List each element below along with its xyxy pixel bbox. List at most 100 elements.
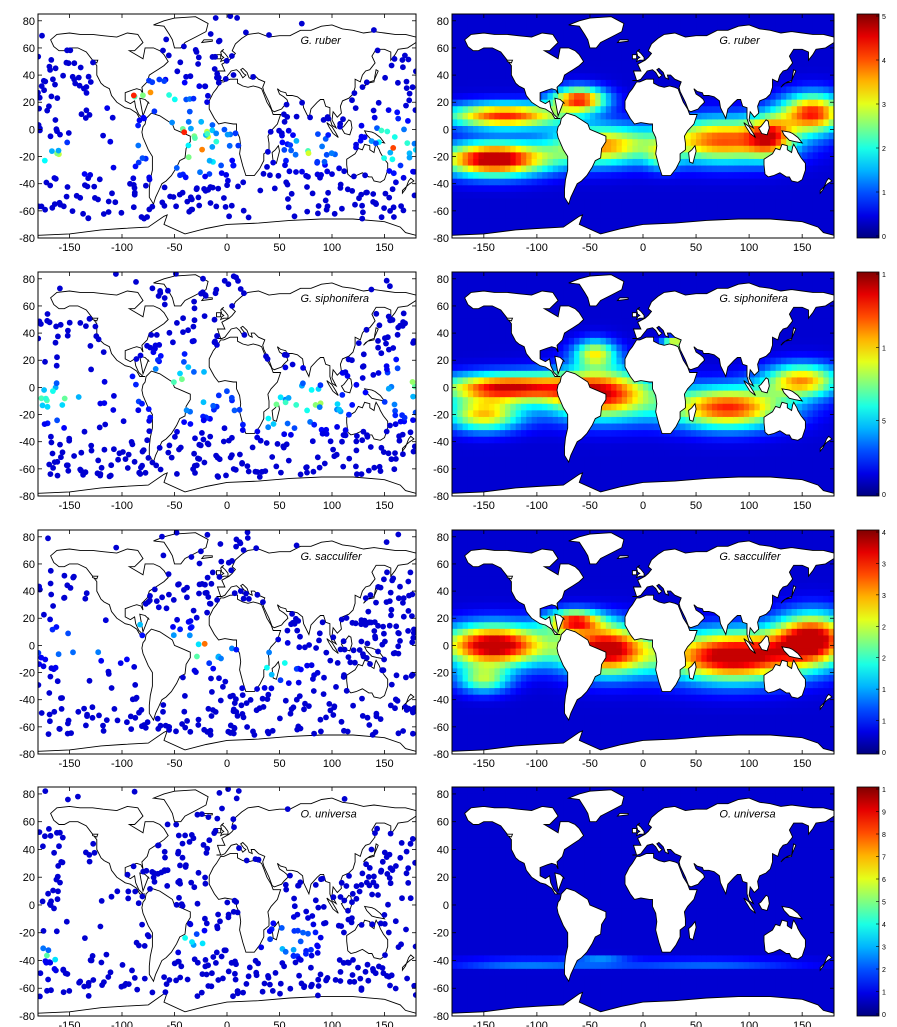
data-point [170, 632, 177, 639]
land-outline [452, 274, 834, 496]
y-tick-label: 80 [437, 789, 449, 801]
data-point [361, 134, 368, 141]
scatter-map-2: -150 -100 -50 0 50 100 150 80 60 40 20 0 -20 -40 -60 -8… [19, 271, 417, 512]
data-point [217, 918, 223, 925]
y-tick-label: 20 [437, 355, 449, 367]
data-point [352, 201, 358, 208]
data-point [81, 705, 87, 712]
data-point [216, 790, 223, 796]
data-point [323, 426, 330, 433]
data-point [375, 370, 382, 376]
data-point [316, 630, 323, 637]
data-point [265, 974, 272, 981]
data-point [204, 574, 211, 581]
data-point [358, 122, 365, 129]
data-point [250, 728, 256, 735]
data-point [157, 353, 164, 359]
data-point [60, 72, 66, 79]
data-point [281, 118, 288, 125]
data-point [357, 975, 364, 982]
data-point [218, 655, 224, 662]
data-point [191, 298, 198, 305]
data-point [284, 420, 291, 427]
data-point [209, 122, 216, 128]
data-point [164, 821, 171, 828]
data-point [291, 425, 298, 431]
data-point [331, 210, 338, 217]
data-point [173, 728, 179, 735]
data-point [392, 985, 399, 992]
data-point [373, 599, 379, 606]
data-point [176, 894, 182, 901]
data-point [316, 464, 323, 471]
data-point [269, 988, 276, 994]
data-point [47, 718, 53, 725]
y-tick-label: -80 [19, 1011, 35, 1023]
y-tick-label: 0 [443, 124, 449, 136]
data-point [282, 881, 289, 888]
data-point [111, 446, 117, 453]
data-point [283, 157, 289, 164]
data-point [264, 696, 271, 702]
land-outline [38, 532, 416, 754]
colorbar-tick-label: 1 [882, 190, 886, 197]
y-tick-label: -20 [19, 410, 35, 422]
data-point [87, 343, 94, 349]
data-point [243, 981, 250, 987]
data-point [161, 974, 168, 980]
data-point [330, 712, 337, 718]
data-point [349, 899, 355, 906]
data-point [359, 713, 366, 719]
data-point [108, 893, 115, 900]
data-point [97, 400, 104, 407]
data-point [358, 922, 365, 928]
data-point [47, 182, 54, 189]
data-point [397, 638, 403, 644]
data-point [334, 424, 340, 430]
data-point [265, 691, 272, 698]
data-point [83, 722, 89, 729]
y-tick-label: 20 [437, 872, 449, 884]
data-point [364, 640, 371, 647]
data-point [155, 725, 162, 732]
data-point [137, 352, 144, 359]
data-point [181, 79, 188, 86]
data-point [409, 379, 416, 385]
data-point [55, 651, 62, 658]
data-point [353, 883, 360, 890]
x-tick-label: 50 [690, 242, 702, 254]
data-point [353, 447, 360, 454]
data-point [145, 933, 152, 940]
data-point [298, 666, 304, 673]
data-point [267, 172, 273, 179]
data-point [279, 139, 286, 146]
data-point [127, 713, 134, 720]
data-point [230, 908, 237, 915]
data-point [203, 920, 210, 927]
data-point [65, 467, 72, 474]
data-point [182, 935, 189, 941]
y-tick-label: -80 [19, 749, 35, 761]
heatmap-map-1: -150 -100 -50 0 50 100 150806040200-20-40-60-8… [433, 13, 886, 254]
data-point [310, 688, 317, 694]
x-tick-label: -150 [58, 1020, 80, 1027]
data-point [358, 987, 365, 993]
data-point [395, 650, 402, 657]
data-point [140, 92, 146, 99]
data-point [51, 175, 58, 181]
data-point [111, 706, 118, 712]
data-point [162, 854, 168, 861]
data-point [186, 839, 193, 845]
data-point [75, 74, 82, 81]
data-point [274, 441, 281, 447]
data-point [211, 830, 218, 836]
data-point [349, 402, 356, 408]
data-point [282, 162, 288, 169]
data-point [132, 714, 139, 721]
data-point [323, 151, 330, 158]
data-point [400, 595, 407, 602]
data-point [96, 176, 103, 183]
data-point [224, 899, 231, 906]
data-point [337, 185, 344, 191]
data-point [387, 830, 394, 837]
